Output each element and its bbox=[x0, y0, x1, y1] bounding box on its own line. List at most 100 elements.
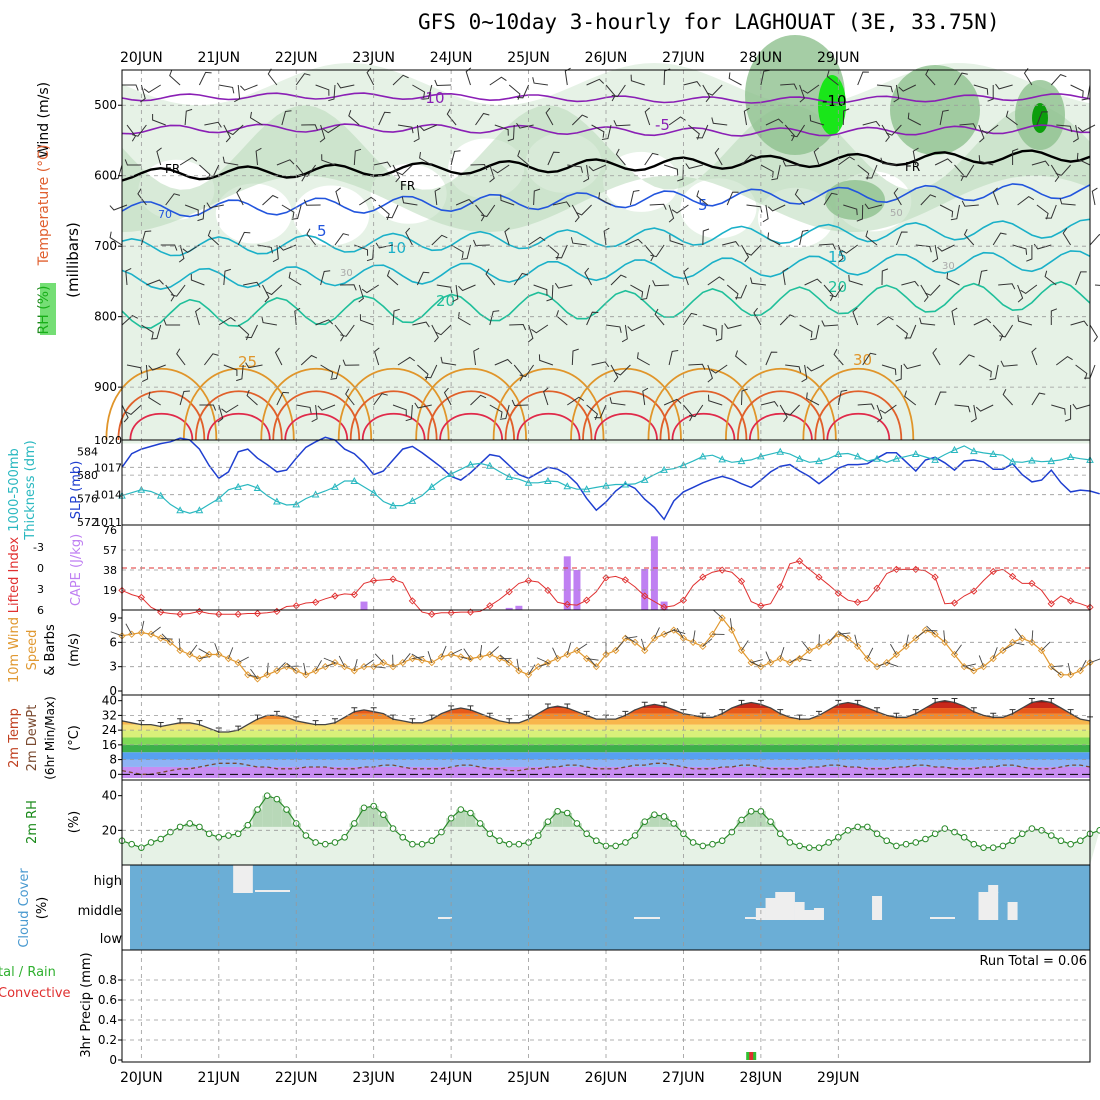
precip-tick: 0 bbox=[109, 1053, 117, 1067]
wind-barb bbox=[609, 397, 626, 406]
wind10m-marker bbox=[979, 663, 988, 671]
wind-barb bbox=[779, 314, 796, 326]
minmax-marker bbox=[951, 698, 958, 704]
cape-tick: 38 bbox=[103, 564, 117, 577]
wind10m-barb bbox=[110, 631, 123, 637]
wind-barb bbox=[243, 281, 261, 288]
thickness-marker bbox=[234, 482, 243, 490]
temp-arch bbox=[427, 390, 516, 441]
wind-barb bbox=[728, 72, 742, 86]
precip-tick: 0.8 bbox=[98, 973, 117, 987]
rh2m-marker bbox=[505, 840, 513, 848]
thickness-tick: 576 bbox=[77, 493, 98, 506]
li-marker bbox=[989, 567, 997, 576]
wind-barb bbox=[170, 284, 186, 297]
rh2m-marker bbox=[554, 807, 561, 815]
rh-legend-swatch bbox=[40, 283, 56, 335]
wind-barb bbox=[621, 324, 628, 343]
wind-barb bbox=[413, 124, 420, 143]
wind-barb bbox=[813, 147, 820, 166]
rh2m-marker bbox=[544, 818, 552, 825]
wind-barb bbox=[782, 267, 789, 286]
wind10m-barb bbox=[536, 657, 549, 664]
rh2m-marker bbox=[1009, 837, 1016, 845]
cloud-trace bbox=[930, 917, 955, 919]
date-label-bottom: 25JUN bbox=[507, 1070, 550, 1086]
wind-barb bbox=[743, 107, 750, 126]
wind-barb bbox=[1033, 243, 1052, 250]
wind-barb bbox=[169, 69, 181, 86]
wind-barb bbox=[392, 308, 400, 326]
wind-barb bbox=[245, 324, 258, 339]
wind10m-marker bbox=[341, 663, 349, 671]
wind-barb bbox=[799, 84, 805, 103]
wind-barb bbox=[1077, 124, 1096, 133]
wind-barb bbox=[257, 244, 273, 254]
wind-barb bbox=[262, 194, 279, 206]
temp-label: 5 bbox=[317, 222, 327, 240]
rh-label: 70 bbox=[158, 208, 172, 221]
wind-barb bbox=[584, 267, 593, 286]
rh2m-marker bbox=[980, 844, 987, 851]
wind-barb bbox=[489, 164, 495, 183]
wind10m-marker bbox=[553, 654, 562, 663]
rh2m-marker bbox=[428, 837, 436, 845]
precip-convective-bar bbox=[749, 1052, 754, 1060]
cape-bar bbox=[650, 536, 658, 610]
minmax-marker bbox=[196, 720, 203, 726]
wind-barb bbox=[961, 200, 979, 207]
wind-barb bbox=[294, 307, 301, 326]
rh2m-marker bbox=[883, 837, 891, 845]
wind10m-barb bbox=[615, 641, 624, 651]
wind-barb bbox=[261, 316, 277, 326]
wind-barb bbox=[532, 77, 548, 86]
wind10m-marker bbox=[815, 642, 823, 651]
wind-barb bbox=[683, 81, 701, 87]
wind10m-barb bbox=[789, 656, 801, 663]
wind-barb bbox=[190, 273, 205, 286]
rh2m-marker bbox=[196, 823, 203, 831]
thickness-marker bbox=[931, 455, 939, 463]
temp-label: 15 bbox=[828, 248, 847, 266]
wind10m-marker bbox=[476, 653, 484, 661]
wind-barb bbox=[576, 204, 592, 216]
wind-barb bbox=[978, 155, 994, 166]
wind10m-barb bbox=[1041, 641, 1051, 651]
thickness-marker bbox=[408, 496, 417, 504]
axis-label-precip-convective: Convective bbox=[0, 986, 71, 1001]
minmax-marker bbox=[893, 712, 900, 719]
wind-barb bbox=[920, 194, 937, 206]
wind-barb bbox=[440, 356, 457, 366]
pressure-tick: 500 bbox=[94, 98, 117, 112]
wind10m-barb bbox=[198, 648, 210, 655]
li-marker bbox=[795, 557, 804, 565]
wind10m-barb bbox=[765, 651, 771, 663]
axis-label-temperature: Temperature (°C) bbox=[36, 145, 52, 267]
axis-label-barbs: & Barbs bbox=[43, 624, 58, 676]
wind-barb bbox=[311, 404, 318, 423]
wind10m-marker bbox=[941, 638, 949, 646]
precip-tick: 0.4 bbox=[98, 1013, 117, 1027]
minmax-marker bbox=[1048, 698, 1055, 704]
wind-barb bbox=[995, 83, 1013, 90]
rh2m-marker bbox=[157, 835, 165, 843]
wind-barb bbox=[762, 204, 769, 223]
rh2m-marker bbox=[593, 837, 600, 845]
rh2m-marker bbox=[699, 842, 707, 850]
wind10m-barb bbox=[538, 662, 550, 668]
temp-label: 10 bbox=[387, 239, 406, 257]
thickness-marker bbox=[737, 457, 746, 465]
thickness-marker bbox=[873, 454, 881, 462]
wind-barb bbox=[1031, 392, 1046, 406]
temp-label: 5 bbox=[698, 196, 708, 214]
wind-barb bbox=[804, 278, 822, 286]
wind-barb bbox=[707, 364, 713, 383]
axis-label-cloud: Cloud Cover bbox=[17, 868, 32, 948]
wind10m-marker bbox=[563, 650, 571, 659]
wind-barb bbox=[206, 164, 220, 179]
wind-barb bbox=[611, 84, 626, 98]
date-label-top: 25JUN bbox=[507, 50, 550, 66]
wind10m-barb bbox=[588, 657, 597, 667]
wind-barb bbox=[779, 404, 788, 423]
wind10m-marker bbox=[950, 650, 959, 659]
